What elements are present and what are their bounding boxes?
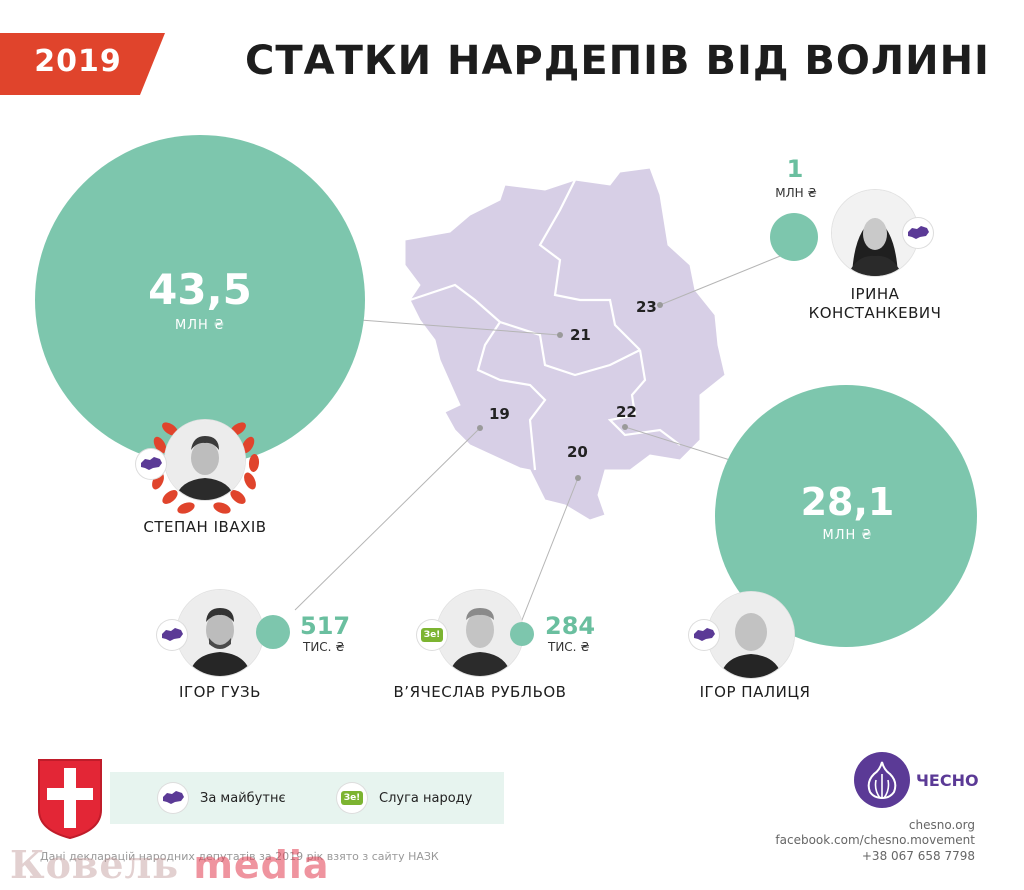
legend-sluha-narodu-icon: Зе! bbox=[337, 783, 367, 813]
unit-palytsia: МЛН ₴ bbox=[822, 528, 873, 543]
ukraine-map-icon bbox=[908, 226, 929, 239]
ukraine-map-icon bbox=[162, 628, 183, 641]
value-guz: 517 bbox=[300, 612, 351, 640]
avatar-palytsia bbox=[708, 592, 794, 678]
unit-konstankevych: МЛН ₴ bbox=[775, 186, 817, 200]
unit-ivakhiv: МЛН ₴ bbox=[175, 318, 225, 333]
legend-label-za-maybutnie: За майбутнє bbox=[200, 791, 286, 806]
district-label-23: 23 bbox=[636, 298, 657, 316]
district-label-22: 22 bbox=[616, 403, 637, 421]
ukraine-map-icon bbox=[694, 628, 715, 641]
party-badge-za-maybutnie bbox=[136, 449, 166, 479]
deputy-name-rublov: В’ЯЧЕСЛАВ РУБЛЬОВ bbox=[393, 683, 567, 701]
deputy-name-ivakhiv: СТЕПАН ІВАХІВ bbox=[143, 518, 267, 536]
unit-guz: ТИС. ₴ bbox=[303, 640, 345, 654]
contact-facebook[interactable]: facebook.com/chesno.movement bbox=[775, 833, 975, 847]
value-ivakhiv: 43,5 bbox=[148, 265, 252, 314]
watermark-part1: Ковель bbox=[10, 842, 180, 887]
coat-of-arms-icon bbox=[38, 759, 102, 840]
deputy-name-line1: ІРИНА bbox=[850, 285, 900, 303]
district-boundaries bbox=[409, 179, 681, 471]
district-label-20: 20 bbox=[567, 443, 588, 461]
deputy-name-guz: ІГОР ГУЗЬ bbox=[179, 683, 261, 701]
party-badge-za-maybutnie bbox=[689, 620, 719, 650]
year-label: 2019 bbox=[34, 44, 122, 79]
party-badge-sluha-narodu: Зе! bbox=[417, 620, 447, 650]
ukraine-map-icon bbox=[141, 457, 162, 470]
region-shape bbox=[404, 167, 726, 521]
legend-label-sluha-narodu: Слуга народу bbox=[379, 791, 473, 806]
party-badge-za-maybutnie bbox=[903, 218, 933, 248]
party-badge-za-maybutnie bbox=[157, 620, 187, 650]
contact-phone: +38 067 658 7798 bbox=[861, 849, 975, 863]
avatar-rublov bbox=[437, 590, 523, 676]
contact-site[interactable]: chesno.org bbox=[908, 818, 975, 832]
year-ribbon bbox=[0, 33, 165, 95]
ze-badge-icon: Зе! bbox=[341, 791, 363, 805]
avatar-guz bbox=[177, 590, 263, 676]
deputy-name-line2: КОНСТАНКЕВИЧ bbox=[808, 304, 942, 322]
avatar-ivakhiv bbox=[165, 420, 245, 500]
district-dots bbox=[477, 302, 663, 481]
wealth-bubble-guz bbox=[256, 615, 290, 649]
unit-rublov: ТИС. ₴ bbox=[548, 640, 590, 654]
watermark-part2: media bbox=[193, 843, 330, 887]
value-rublov: 284 bbox=[545, 612, 596, 640]
value-palytsia: 28,1 bbox=[800, 480, 895, 524]
legend-za-maybutnie-icon bbox=[158, 783, 188, 813]
district-label-19: 19 bbox=[489, 405, 510, 423]
ukraine-map-icon bbox=[163, 791, 184, 804]
deputy-name-palytsia: ІГОР ПАЛИЦЯ bbox=[699, 683, 811, 701]
connector-lines bbox=[294, 247, 801, 626]
garlic-logo-icon bbox=[854, 752, 910, 808]
district-label-21: 21 bbox=[570, 326, 591, 344]
wealth-bubble-ivakhiv bbox=[35, 135, 365, 465]
chesno-logo-text: ЧЕСНО bbox=[916, 771, 979, 790]
source-note: Дані декларацій народних депутатів за 20… bbox=[40, 850, 439, 863]
watermark: Ковель media bbox=[10, 842, 330, 887]
page-title: СТАТКИ НАРДЕПІВ ВІД ВОЛИНІ bbox=[245, 38, 990, 84]
wealth-bubble-konstankevych bbox=[770, 213, 818, 261]
deputy-name-konstankevych: ІРИНА КОНСТАНКЕВИЧ bbox=[790, 285, 960, 323]
wealth-bubble-rublov bbox=[510, 622, 534, 646]
value-konstankevych: 1 bbox=[786, 155, 804, 183]
ze-badge-icon: Зе! bbox=[421, 628, 443, 642]
